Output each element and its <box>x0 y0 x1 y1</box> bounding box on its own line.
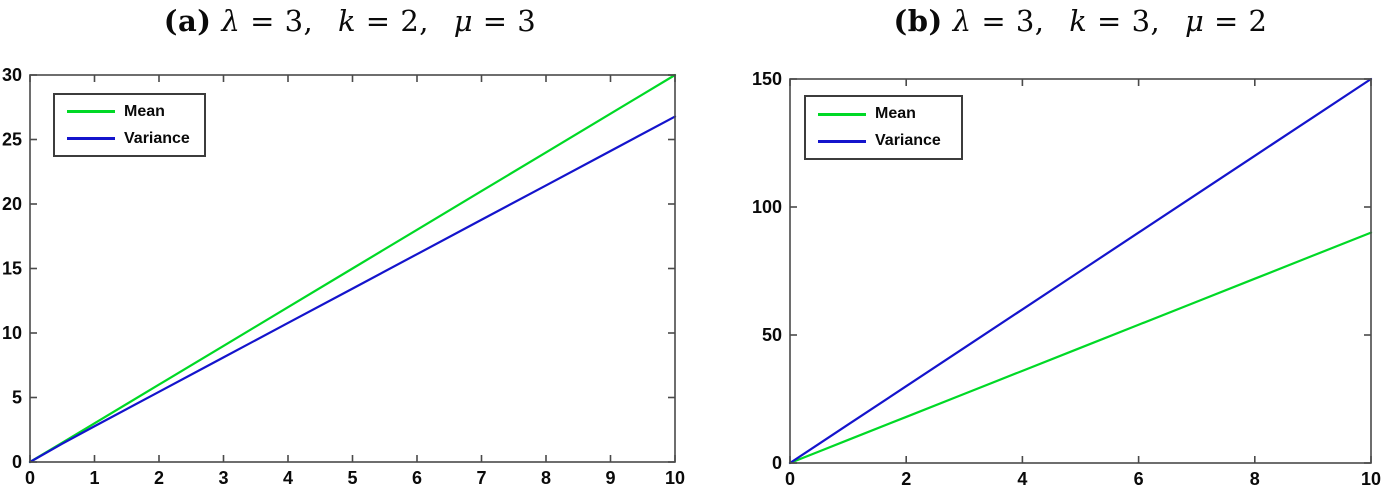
x-tick-label: 1 <box>89 468 99 487</box>
legend-item-variance: Variance <box>818 132 947 150</box>
x-tick-label: 4 <box>283 468 293 487</box>
title-segment: = 3, <box>971 4 1070 38</box>
x-tick-label: 9 <box>605 468 615 487</box>
title-segment: k <box>338 4 357 38</box>
title-segment: μ <box>1184 4 1205 38</box>
chart-a-plot-area: 0 1 2 3 4 5 6 7 8 9 10 0 5 10 15 20 25 30 <box>2 65 685 487</box>
y-tick-label: 25 <box>2 130 22 150</box>
y-tick-label: 0 <box>12 452 22 472</box>
title-segment: μ <box>453 4 474 38</box>
y-tick-label: 20 <box>2 194 22 214</box>
x-tick-label: 0 <box>25 468 35 487</box>
mean-line <box>28 73 677 464</box>
title-segment: = 3, <box>240 4 338 38</box>
chart-a-title: (a) λ = 3, k = 2, μ = 3 <box>0 4 700 38</box>
title-segment: λ <box>221 4 241 38</box>
chart-b-title-math: λ = 3, k = 3, μ = 2 <box>953 4 1268 38</box>
chart-b-title: (b) λ = 3, k = 3, μ = 2 <box>760 4 1381 38</box>
variance-line <box>28 115 677 464</box>
chart-a-legend: Mean Variance <box>53 93 206 157</box>
title-segment: = 3 <box>473 4 537 38</box>
x-tick-label: 8 <box>541 468 551 487</box>
y-tick-label: 10 <box>2 323 22 343</box>
x-tick-label: 2 <box>154 468 164 487</box>
x-tick-label: 5 <box>347 468 357 487</box>
chart-a-title-math: λ = 3, k = 2, μ = 3 <box>221 4 536 38</box>
y-tick-label: 100 <box>752 197 782 217</box>
x-tick-label: 10 <box>665 468 685 487</box>
y-tick-label: 150 <box>752 69 782 89</box>
axes-box <box>789 78 1372 464</box>
x-tick-label: 6 <box>412 468 422 487</box>
title-segment: = 2, <box>356 4 454 38</box>
x-tick-label: 3 <box>218 468 228 487</box>
x-tick-label: 2 <box>901 469 911 487</box>
legend-item-mean: Mean <box>67 103 190 121</box>
variance-line-swatch <box>818 139 866 143</box>
variance-line <box>788 77 1373 465</box>
chart-a-title-prefix: (a) <box>163 4 212 38</box>
x-tick-label: 4 <box>1017 469 1027 487</box>
mean-line-swatch <box>67 110 115 113</box>
mean-line <box>788 231 1373 465</box>
x-tick-label: 0 <box>785 469 795 487</box>
x-tick-label: 10 <box>1361 469 1381 487</box>
chart-b: (b) λ = 3, k = 3, μ = 2 0 2 4 6 8 10 0 50 100 150 … <box>740 0 1381 487</box>
title-segment: k <box>1069 4 1088 38</box>
chart-b-title-prefix: (b) <box>893 4 943 38</box>
y-tick-label: 15 <box>2 259 22 279</box>
y-tick-label: 5 <box>12 388 22 408</box>
legend-label-mean: Mean <box>875 105 916 122</box>
title-segment: = 2 <box>1204 4 1268 38</box>
x-tick-label: 7 <box>476 468 486 487</box>
x-tick-label: 8 <box>1250 469 1260 487</box>
legend-item-mean: Mean <box>818 105 947 123</box>
variance-line-swatch <box>67 137 115 140</box>
legend-item-variance: Variance <box>67 130 190 148</box>
mean-line-swatch <box>818 112 866 116</box>
chart-a: (a) λ = 3, k = 2, μ = 3 0 1 2 3 4 5 6 7 8 9 10 0 5 10 1… <box>0 4 700 487</box>
y-tick-label: 0 <box>772 453 782 473</box>
x-tick-label: 6 <box>1134 469 1144 487</box>
y-tick-label: 30 <box>2 65 22 85</box>
legend-label-mean: Mean <box>124 102 165 120</box>
y-tick-label: 50 <box>762 325 782 345</box>
legend-label-variance: Variance <box>875 132 941 149</box>
title-segment: λ <box>952 4 972 38</box>
title-segment: = 3, <box>1087 4 1185 38</box>
chart-b-legend: Mean Variance <box>804 95 963 160</box>
legend-label-variance: Variance <box>124 129 190 147</box>
